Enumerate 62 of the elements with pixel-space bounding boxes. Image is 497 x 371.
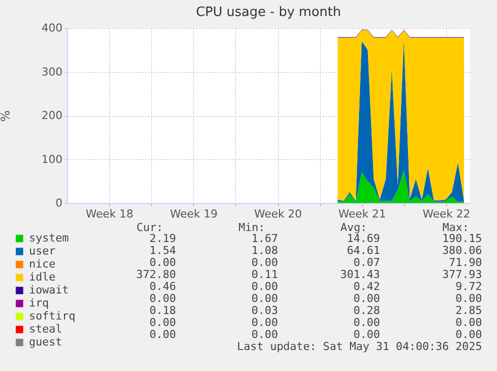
x-tick-label: Week 21 bbox=[338, 208, 386, 220]
text: 1.08 bbox=[252, 244, 278, 257]
text: 0.00 bbox=[456, 328, 482, 341]
text: 190.15 bbox=[442, 232, 482, 245]
x-tick-label: Week 19 bbox=[170, 208, 218, 220]
text: 0.00 bbox=[354, 292, 380, 305]
legend-label: system bbox=[29, 232, 70, 244]
legend-label: user bbox=[29, 244, 56, 258]
text: 71.90 bbox=[448, 256, 482, 269]
legend-label: steal bbox=[29, 322, 62, 336]
text: 0.00 bbox=[354, 328, 380, 341]
text: 0.00 bbox=[354, 316, 380, 329]
text: 0.11 bbox=[252, 268, 278, 281]
y-tick-label: 400 bbox=[42, 22, 62, 34]
text: 9.72 bbox=[456, 280, 482, 293]
text: Max: bbox=[442, 221, 469, 234]
text: 377.93 bbox=[442, 268, 482, 281]
text: 0.00 bbox=[252, 280, 278, 293]
text: 0.00 bbox=[150, 292, 176, 305]
x-tick-label: Week 22 bbox=[422, 208, 470, 220]
text: Min: bbox=[238, 221, 265, 234]
text: 64.61 bbox=[346, 244, 380, 257]
text: 0.00 bbox=[252, 316, 278, 329]
legend-label: softirq bbox=[29, 310, 76, 322]
text: Avg: bbox=[340, 221, 367, 234]
text: 2.85 bbox=[456, 304, 482, 317]
legend-label: nice bbox=[29, 258, 56, 270]
text: 1.54 bbox=[150, 244, 176, 257]
y-tick-label: 100 bbox=[42, 152, 62, 166]
text: 14.69 bbox=[346, 232, 380, 245]
legend-label: guest bbox=[29, 336, 62, 348]
text: 0.00 bbox=[150, 328, 176, 341]
legend-label: iowait bbox=[29, 284, 69, 296]
x-tick-label: Week 20 bbox=[254, 208, 302, 220]
y-tick-label: 300 bbox=[42, 65, 62, 78]
text: 0.00 bbox=[150, 256, 176, 269]
text: 0.00 bbox=[456, 292, 482, 305]
legend-label: irq bbox=[29, 296, 49, 310]
text: 380.06 bbox=[442, 244, 482, 257]
text: 0.18 bbox=[150, 304, 176, 317]
legend-label: idle bbox=[29, 270, 56, 284]
x-tick-label: Week 18 bbox=[86, 208, 134, 220]
y-tick-label: 0 bbox=[56, 196, 62, 210]
text: 0.03 bbox=[252, 304, 278, 317]
y-tick-label: 200 bbox=[42, 109, 62, 122]
text: Cur: bbox=[136, 221, 163, 234]
text: 0.00 bbox=[252, 256, 278, 269]
chart-title: CPU usage - by month bbox=[196, 5, 342, 20]
text: 0.00 bbox=[252, 292, 278, 305]
text: 0.00 bbox=[456, 316, 482, 329]
text: 301.43 bbox=[340, 268, 380, 281]
text: 1.67 bbox=[252, 232, 278, 245]
text: 0.00 bbox=[150, 316, 176, 329]
text: 0.00 bbox=[252, 328, 278, 341]
y-axis-title: % bbox=[0, 110, 12, 122]
text: 0.07 bbox=[354, 256, 380, 269]
text: 2.19 bbox=[150, 232, 176, 245]
text: 0.42 bbox=[354, 280, 380, 293]
text: 372.80 bbox=[136, 268, 176, 281]
text: Last update: Sat May 31 04:00:36 2025 bbox=[236, 340, 482, 353]
text: 0.28 bbox=[354, 304, 380, 317]
text: 0.46 bbox=[150, 280, 176, 293]
